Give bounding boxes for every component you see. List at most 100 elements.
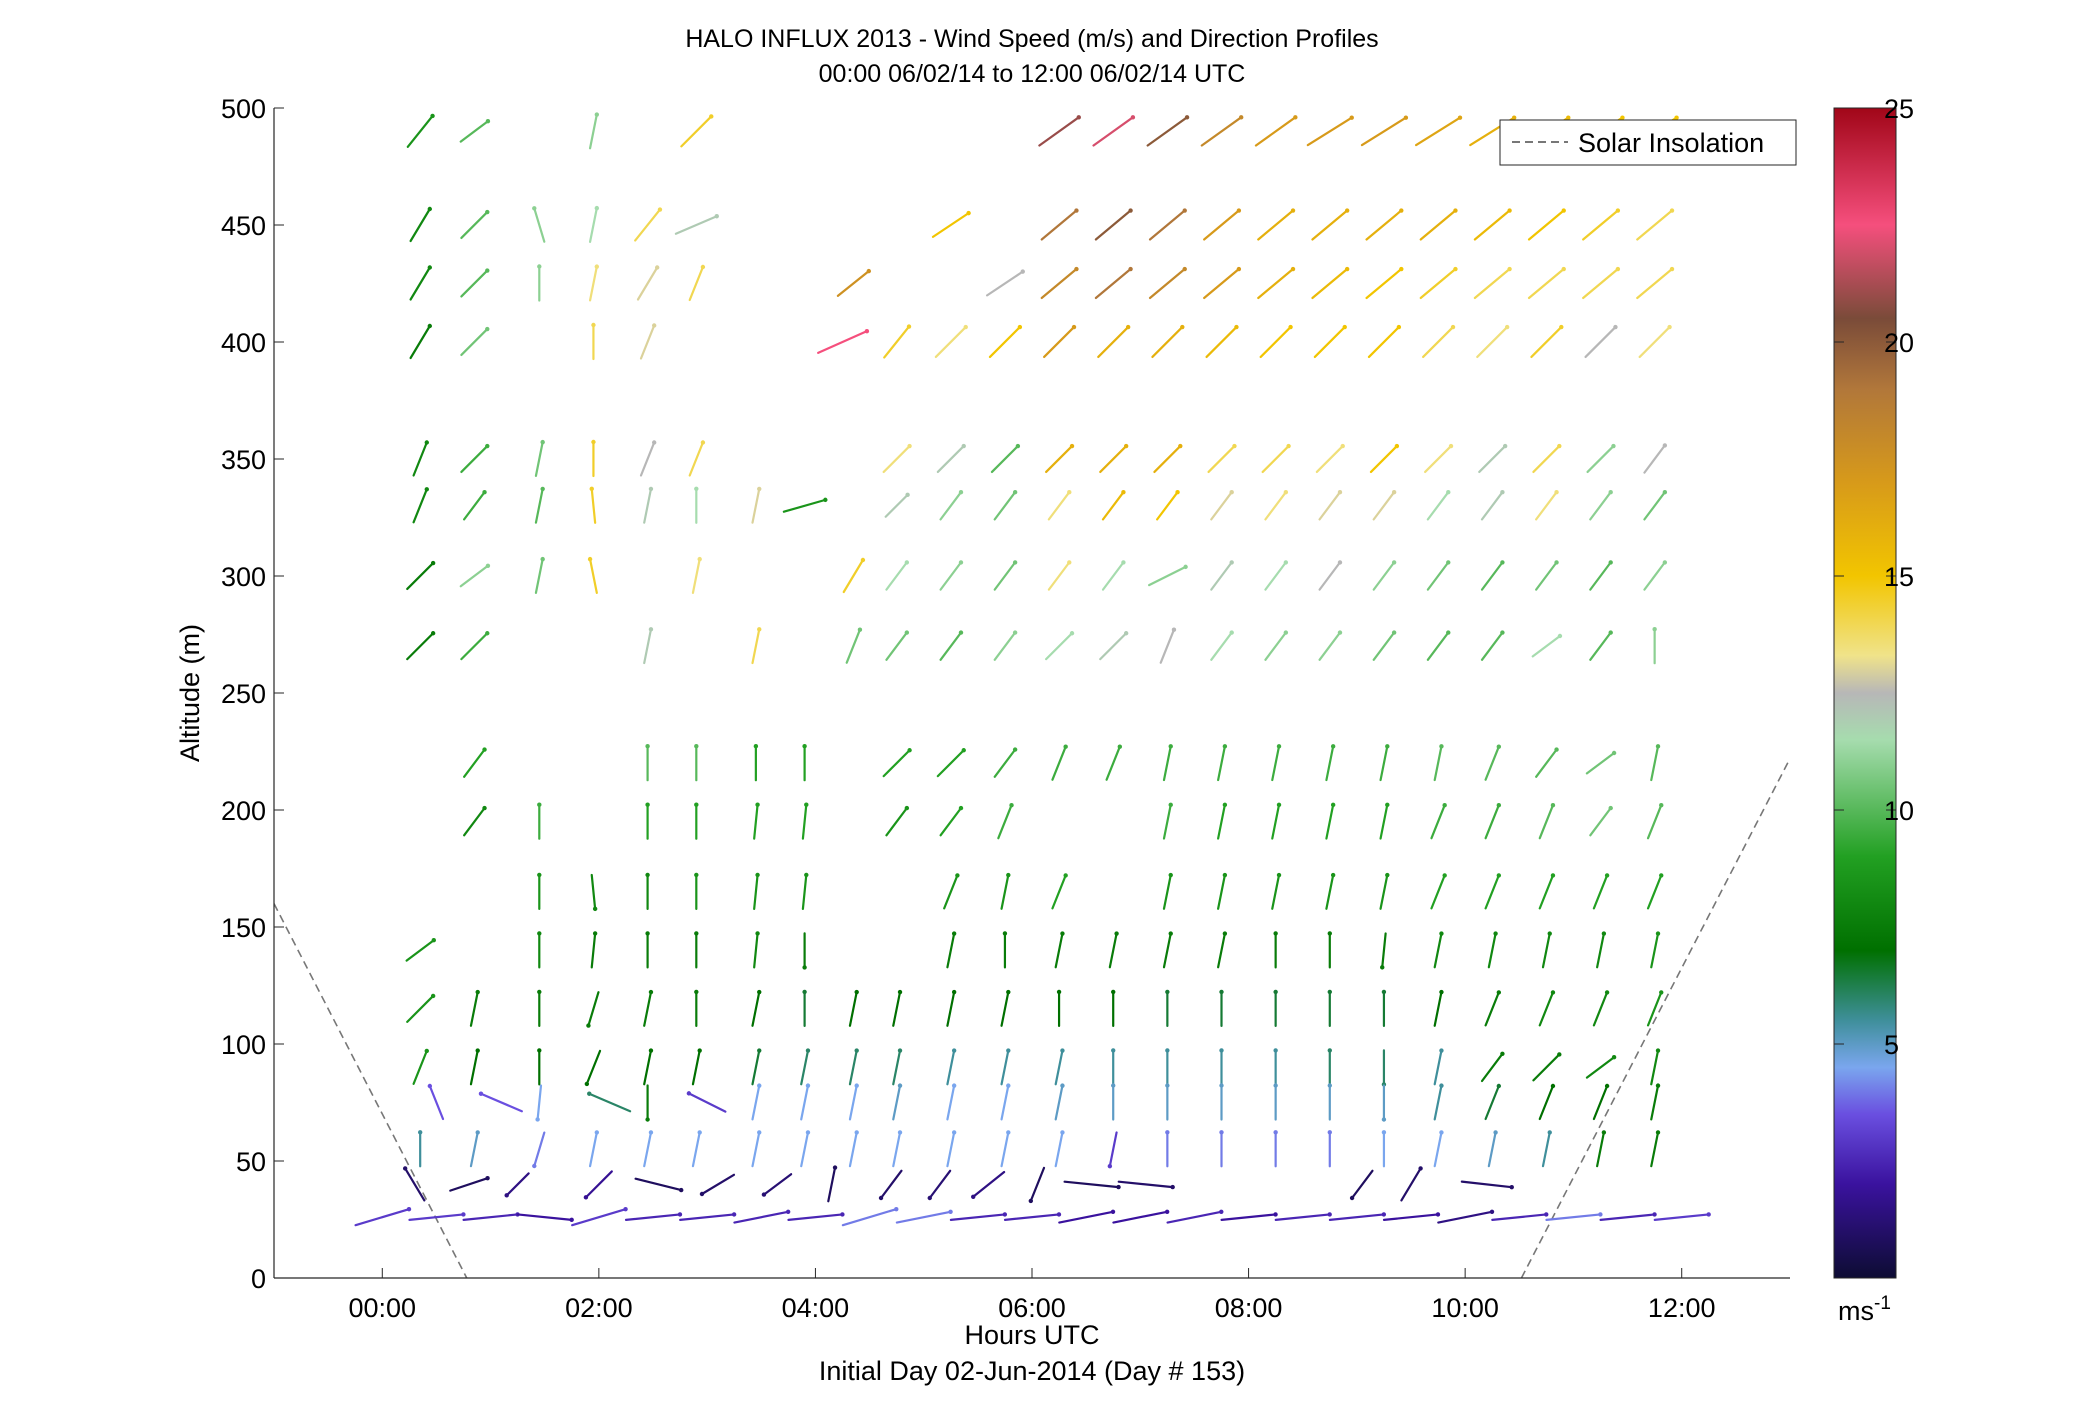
wind-vector bbox=[1365, 267, 1403, 300]
wind-vector bbox=[1646, 991, 1663, 1027]
wind-vector bbox=[1000, 873, 1010, 910]
wind-vector-head bbox=[591, 322, 596, 328]
wind-vector-head bbox=[1012, 747, 1018, 752]
wind-vector-head bbox=[1544, 1212, 1549, 1217]
colorbar-tick-label: 25 bbox=[1884, 94, 1914, 124]
wind-vector bbox=[1650, 1131, 1660, 1168]
wind-vector bbox=[1484, 804, 1500, 840]
wind-vector bbox=[1379, 745, 1389, 782]
wind-vector bbox=[1480, 631, 1504, 661]
wind-vector-head bbox=[1327, 1083, 1332, 1088]
wind-vector-head bbox=[804, 802, 809, 807]
wind-vector-head bbox=[1662, 560, 1668, 565]
wind-vector-head bbox=[485, 209, 490, 215]
wind-vector-head bbox=[1165, 1130, 1170, 1135]
wind-vector-head bbox=[1337, 560, 1343, 565]
wind-vector bbox=[534, 487, 544, 524]
wind-vector bbox=[1328, 1213, 1385, 1221]
wind-vector-head bbox=[854, 1083, 859, 1088]
wind-vector-head bbox=[1168, 872, 1173, 878]
wind-vector-head bbox=[1002, 1212, 1008, 1217]
wind-vector-head bbox=[897, 1130, 903, 1135]
wind-vector-head bbox=[714, 214, 719, 219]
wind-vector-head bbox=[1060, 1048, 1065, 1053]
wind-vector bbox=[1426, 631, 1450, 661]
x-tick-label: 10:00 bbox=[1431, 1293, 1499, 1323]
wind-vector-head bbox=[1178, 443, 1183, 449]
wind-vector-head bbox=[1028, 1198, 1034, 1204]
wind-vector-head bbox=[485, 119, 491, 124]
wind-vector bbox=[895, 1210, 952, 1224]
wind-vector-head bbox=[1446, 630, 1451, 635]
wind-vector bbox=[691, 1131, 701, 1168]
wind-vector-head bbox=[427, 323, 432, 329]
wind-vector bbox=[1271, 803, 1281, 840]
wind-vector-head bbox=[1236, 266, 1242, 272]
wind-vector bbox=[1433, 1084, 1443, 1121]
wind-vector bbox=[588, 558, 598, 594]
wind-vector-head bbox=[1446, 490, 1451, 495]
wind-vector bbox=[1480, 561, 1504, 591]
wind-vector-head bbox=[1344, 208, 1350, 213]
wind-vector-head bbox=[1060, 931, 1065, 936]
wind-vector bbox=[1205, 325, 1238, 359]
wind-vector-head bbox=[1330, 744, 1336, 749]
wind-vector bbox=[1148, 267, 1186, 300]
wind-vector-head bbox=[1012, 630, 1018, 635]
wind-vector-head bbox=[1380, 965, 1385, 970]
wind-vector-head bbox=[1453, 208, 1458, 213]
wind-vector-head bbox=[651, 323, 657, 328]
wind-vector-head bbox=[1123, 443, 1129, 449]
wind-vector-head bbox=[1219, 989, 1224, 995]
wind-vector-head bbox=[537, 872, 542, 878]
wind-vector-head bbox=[1615, 208, 1621, 213]
wind-vector bbox=[634, 1177, 683, 1192]
wind-vector bbox=[1541, 1131, 1551, 1168]
wind-vector bbox=[588, 207, 598, 243]
wind-vector bbox=[949, 1213, 1006, 1221]
wind-vector bbox=[1051, 874, 1067, 910]
wind-vector-head bbox=[878, 1195, 884, 1201]
wind-vector bbox=[459, 564, 490, 588]
wind-vector-head bbox=[1222, 744, 1228, 749]
wind-vector bbox=[993, 748, 1017, 778]
wind-vector bbox=[801, 873, 808, 910]
wind-vector bbox=[753, 932, 759, 969]
wind-vector bbox=[1045, 632, 1074, 661]
wind-vector bbox=[993, 491, 1017, 521]
wind-vector-head bbox=[1611, 443, 1616, 449]
wind-vector bbox=[1596, 1131, 1605, 1168]
wind-vector-head bbox=[805, 1083, 811, 1088]
wind-vector-head bbox=[1674, 115, 1679, 120]
wind-vector-head bbox=[589, 486, 594, 492]
wind-vector-head bbox=[535, 1117, 540, 1122]
wind-vector-head bbox=[697, 556, 702, 562]
wind-vector-head bbox=[1439, 1083, 1444, 1088]
wind-vector-head bbox=[591, 439, 596, 445]
wind-vector-head bbox=[697, 1130, 702, 1135]
wind-vector-head bbox=[1489, 1209, 1495, 1214]
wind-vector-head bbox=[1399, 208, 1404, 213]
wind-vector bbox=[405, 939, 435, 962]
wind-vector bbox=[1318, 491, 1342, 521]
wind-vector-head bbox=[709, 114, 714, 119]
wind-vector bbox=[884, 493, 909, 518]
wind-vector-head bbox=[1020, 269, 1025, 274]
wind-vector bbox=[469, 990, 479, 1027]
wind-vector bbox=[1643, 444, 1666, 474]
wind-vector bbox=[412, 441, 428, 477]
y-tick-label: 350 bbox=[221, 445, 266, 475]
wind-vector bbox=[1257, 209, 1295, 241]
wind-vector-head bbox=[1439, 989, 1444, 995]
wind-vector-head bbox=[1620, 115, 1625, 120]
wind-vector-head bbox=[757, 989, 762, 995]
wind-vector-head bbox=[1604, 873, 1610, 878]
wind-vector bbox=[1433, 990, 1443, 1027]
wind-vector-head bbox=[1613, 324, 1618, 330]
wind-vector bbox=[1054, 1084, 1064, 1121]
wind-vector bbox=[1166, 1210, 1223, 1224]
wind-vector bbox=[1538, 804, 1555, 840]
wind-vector bbox=[939, 491, 963, 521]
colorbar-unit: ms-1 bbox=[1838, 1293, 1891, 1326]
y-tick-label: 500 bbox=[221, 94, 266, 124]
